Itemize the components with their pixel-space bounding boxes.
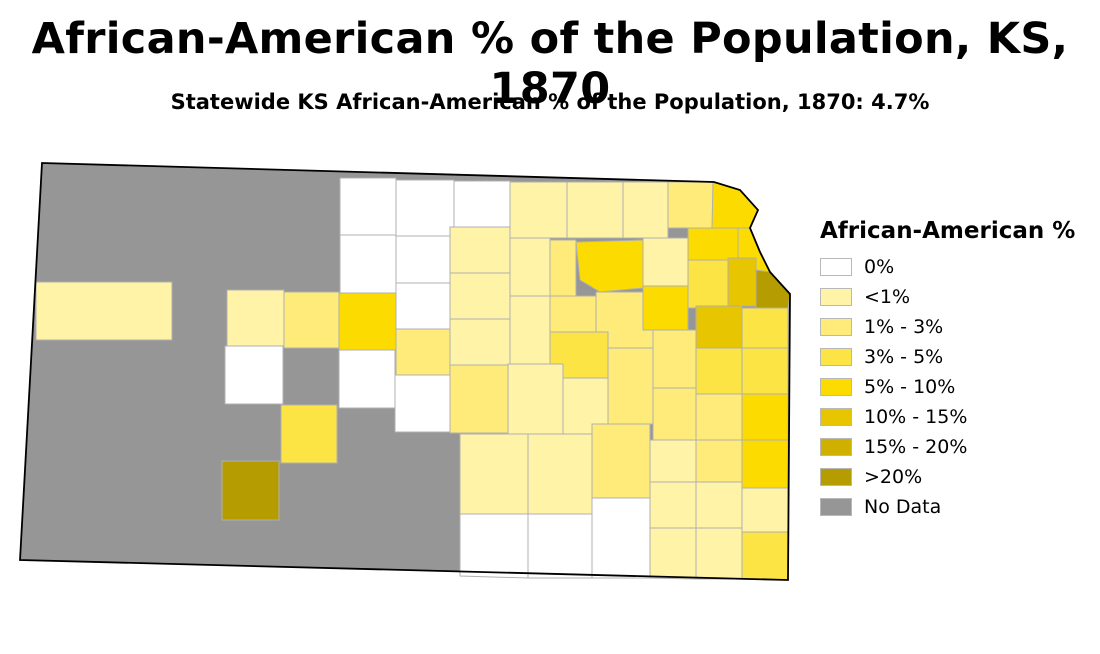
legend-item: 15% - 20%	[820, 432, 1075, 462]
county[interactable]	[687, 259, 729, 309]
county[interactable]	[339, 177, 397, 236]
county[interactable]	[507, 363, 564, 435]
legend: African-American % 0% <1% 1% - 3% 3% - 5% 5%…	[820, 218, 1075, 522]
county[interactable]	[591, 423, 651, 499]
county[interactable]	[649, 481, 697, 529]
legend-swatch	[820, 348, 852, 366]
county[interactable]	[509, 181, 568, 239]
county[interactable]	[687, 227, 739, 261]
county[interactable]	[449, 318, 511, 366]
legend-label: 5% - 10%	[864, 376, 956, 398]
county[interactable]	[339, 234, 397, 294]
county[interactable]	[695, 305, 743, 349]
county[interactable]	[221, 460, 280, 521]
county[interactable]	[35, 281, 173, 341]
state-border	[19, 162, 791, 581]
legend-swatch	[820, 498, 852, 516]
county[interactable]	[549, 239, 577, 297]
legend-swatch	[820, 318, 852, 336]
legend-swatch	[820, 288, 852, 306]
county[interactable]	[395, 235, 453, 284]
county[interactable]	[449, 272, 511, 320]
county[interactable]	[741, 347, 789, 395]
county[interactable]	[527, 513, 593, 579]
county[interactable]	[695, 347, 743, 395]
county[interactable]	[642, 285, 689, 331]
county[interactable]	[395, 282, 453, 330]
county[interactable]	[755, 269, 791, 311]
map-subtitle: Statewide KS African-American % of the P…	[170, 90, 930, 114]
county[interactable]	[338, 349, 396, 409]
county[interactable]	[695, 527, 743, 580]
county[interactable]	[549, 295, 597, 333]
county[interactable]	[527, 433, 593, 515]
county[interactable]	[338, 292, 397, 351]
legend-label: 3% - 5%	[864, 346, 944, 368]
legend-item: 5% - 10%	[820, 372, 1075, 402]
county[interactable]	[224, 345, 284, 405]
county[interactable]	[459, 433, 529, 515]
legend-label: 15% - 20%	[864, 436, 968, 458]
county[interactable]	[695, 439, 743, 483]
county[interactable]	[607, 347, 654, 425]
county[interactable]	[394, 374, 451, 433]
county[interactable]	[667, 181, 714, 229]
legend-item: No Data	[820, 492, 1075, 522]
county[interactable]	[509, 295, 551, 365]
legend-label: 0%	[864, 256, 895, 278]
county[interactable]	[395, 328, 451, 376]
legend-item: 10% - 15%	[820, 402, 1075, 432]
county[interactable]	[695, 481, 743, 529]
county[interactable]	[741, 531, 789, 581]
legend-swatch	[820, 378, 852, 396]
legend-swatch	[820, 468, 852, 486]
county[interactable]	[459, 513, 529, 579]
legend-items: 0% <1% 1% - 3% 3% - 5% 5% - 10% 10% - 15% 15% …	[820, 252, 1075, 522]
county[interactable]	[509, 237, 551, 297]
county[interactable]	[575, 239, 644, 293]
legend-swatch	[820, 408, 852, 426]
county[interactable]	[280, 404, 338, 464]
counties	[35, 177, 791, 581]
legend-item: 1% - 3%	[820, 312, 1075, 342]
legend-label: No Data	[864, 496, 942, 518]
legend-item: >20%	[820, 462, 1075, 492]
map-title: African-American % of the Population, KS…	[31, 14, 1069, 114]
county[interactable]	[652, 387, 697, 441]
county[interactable]	[395, 179, 455, 237]
county[interactable]	[566, 181, 624, 239]
county[interactable]	[591, 497, 651, 579]
legend-label: >20%	[864, 466, 923, 488]
county[interactable]	[695, 393, 743, 441]
legend-item: 0%	[820, 252, 1075, 282]
county[interactable]	[741, 487, 789, 533]
county[interactable]	[741, 439, 789, 489]
county[interactable]	[649, 527, 697, 580]
county[interactable]	[652, 329, 697, 389]
legend-item: <1%	[820, 282, 1075, 312]
county[interactable]	[449, 364, 509, 434]
legend-swatch	[820, 258, 852, 276]
legend-swatch	[820, 438, 852, 456]
county[interactable]	[642, 237, 689, 287]
county[interactable]	[727, 257, 757, 307]
county[interactable]	[649, 439, 697, 483]
county[interactable]	[283, 291, 340, 349]
legend-label: <1%	[864, 286, 911, 308]
legend-label: 10% - 15%	[864, 406, 968, 428]
county[interactable]	[741, 393, 789, 441]
legend-label: 1% - 3%	[864, 316, 944, 338]
legend-item: 3% - 5%	[820, 342, 1075, 372]
legend-title: African-American %	[820, 218, 1076, 244]
county[interactable]	[226, 289, 285, 347]
county[interactable]	[622, 181, 669, 239]
county[interactable]	[741, 307, 789, 349]
county[interactable]	[453, 180, 511, 228]
county[interactable]	[449, 226, 511, 274]
